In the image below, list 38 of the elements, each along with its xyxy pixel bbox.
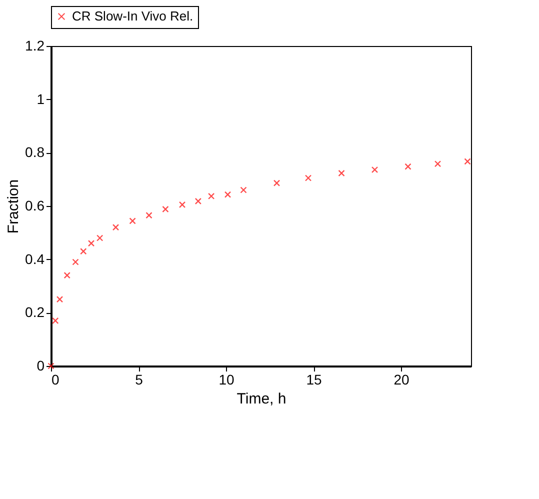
point <box>112 224 120 231</box>
y-tick-label: 0.6 <box>25 198 45 214</box>
y-tick-label: 0.8 <box>25 144 45 160</box>
point <box>56 296 64 303</box>
y-tick-label: 1.2 <box>25 38 45 54</box>
point <box>194 198 202 205</box>
point <box>80 248 87 255</box>
point <box>162 206 169 213</box>
x-tick-label: 15 <box>306 372 322 388</box>
point <box>434 160 442 168</box>
x-tick-label: 0 <box>52 372 60 388</box>
point <box>338 170 345 177</box>
x-axis-title: Time, h <box>236 390 286 408</box>
point <box>52 317 59 324</box>
y-tick-label: 0.4 <box>25 250 45 267</box>
point <box>64 272 70 279</box>
point <box>146 212 152 219</box>
point <box>464 158 471 165</box>
point <box>88 240 95 247</box>
x-tick-label: 5 <box>135 372 144 388</box>
point <box>178 201 186 208</box>
point <box>224 191 232 198</box>
x-tick-label: 20 <box>394 372 410 388</box>
point <box>240 186 247 194</box>
y-tick-label: 1 <box>36 90 45 107</box>
point <box>304 174 312 182</box>
point <box>72 258 79 266</box>
y-tick-label: 0.2 <box>25 304 45 320</box>
point <box>371 166 378 174</box>
point <box>208 192 215 200</box>
point <box>404 163 412 170</box>
point <box>96 234 104 242</box>
x-tick-label: 10 <box>218 372 234 388</box>
point <box>129 218 136 224</box>
legend-label: CR Slow-In Vivo Rel. <box>72 8 194 24</box>
y-axis-title: Fraction <box>5 179 22 234</box>
point <box>273 180 280 186</box>
y-tick-label: 0 <box>36 358 45 374</box>
